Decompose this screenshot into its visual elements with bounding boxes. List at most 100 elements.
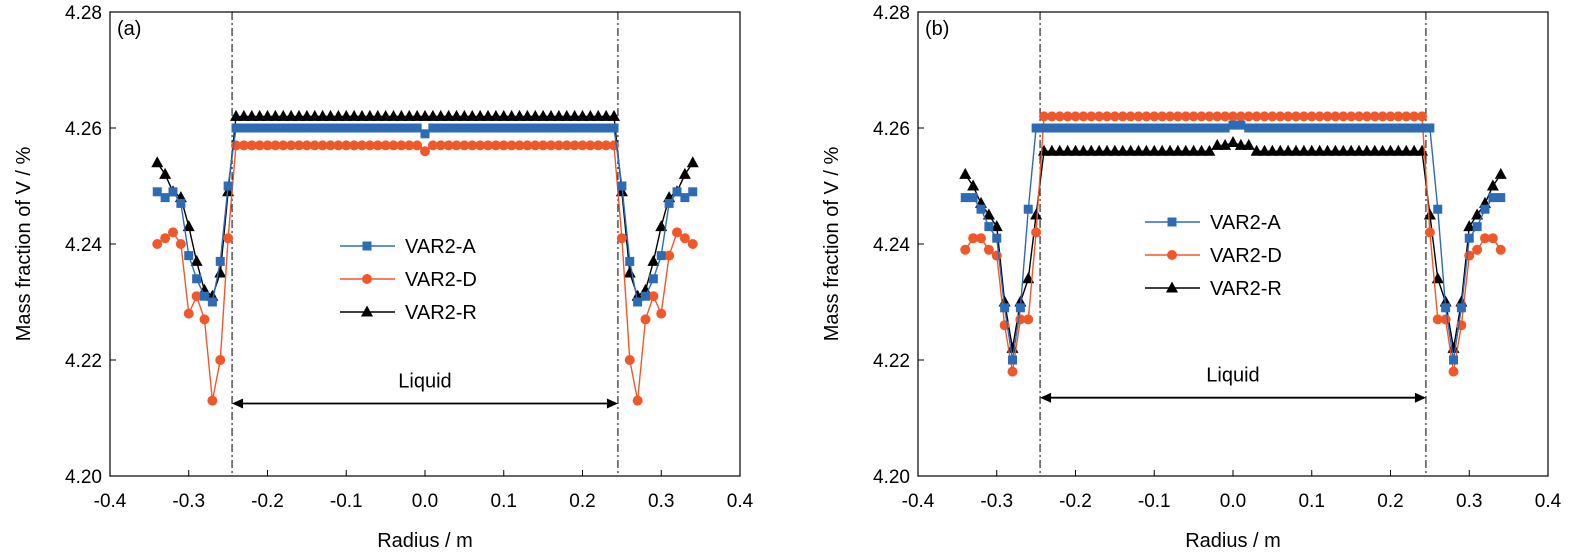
- data-point: [412, 123, 422, 133]
- data-point: [623, 266, 636, 278]
- data-point: [443, 140, 454, 151]
- data-point: [317, 140, 328, 151]
- data-point: [427, 140, 438, 151]
- data-point: [1094, 123, 1104, 133]
- data-point: [1353, 144, 1365, 156]
- data-point: [380, 140, 391, 151]
- data-point: [552, 109, 565, 121]
- data-point: [1267, 111, 1278, 122]
- data-point: [404, 123, 414, 133]
- data-point: [624, 355, 635, 365]
- x-tick-label: 0.2: [569, 491, 595, 512]
- data-point: [341, 123, 351, 133]
- data-point: [261, 109, 274, 121]
- data-point: [1282, 144, 1295, 156]
- data-point: [1211, 138, 1224, 150]
- data-point: [1197, 123, 1206, 133]
- y-tick-label: 4.24: [65, 235, 102, 256]
- data-point: [1116, 144, 1129, 156]
- data-point: [1134, 123, 1143, 133]
- data-point: [293, 109, 305, 121]
- data-point: [1008, 355, 1017, 365]
- data-point: [341, 140, 352, 151]
- data-point: [1132, 144, 1145, 156]
- data-point: [1354, 123, 1364, 133]
- data-point: [1117, 111, 1128, 122]
- liquid-arrow-head-left: [232, 398, 244, 409]
- data-point: [246, 140, 257, 151]
- data-point: [1172, 111, 1183, 122]
- data-point: [569, 140, 580, 151]
- data-point: [1495, 244, 1506, 255]
- data-point: [160, 193, 170, 203]
- data-point: [325, 140, 336, 151]
- data-point: [1070, 111, 1081, 122]
- data-point: [1078, 123, 1088, 133]
- data-point: [1283, 111, 1294, 122]
- data-point: [403, 109, 416, 121]
- data-point: [1472, 222, 1482, 232]
- data-point: [482, 109, 494, 121]
- x-tick-label: 0.4: [1535, 491, 1562, 512]
- data-point: [584, 109, 597, 121]
- data-point: [601, 140, 612, 151]
- data-point: [404, 140, 415, 151]
- data-point: [1204, 123, 1214, 133]
- data-point: [160, 233, 171, 244]
- data-point: [357, 140, 367, 151]
- data-point: [277, 109, 290, 121]
- data-point: [1345, 144, 1358, 156]
- data-point: [1141, 123, 1151, 133]
- data-point: [968, 233, 979, 244]
- data-point: [1250, 144, 1263, 156]
- data-point: [269, 109, 282, 121]
- data-point: [1275, 111, 1286, 122]
- data-point: [1298, 111, 1309, 122]
- data-point: [1385, 111, 1396, 122]
- data-point: [538, 140, 549, 151]
- data-point: [1071, 123, 1080, 133]
- data-point: [1165, 111, 1175, 122]
- data-point: [1401, 123, 1411, 133]
- data-point: [1187, 144, 1200, 156]
- data-point: [349, 140, 360, 151]
- legend: VAR2-A VAR2-D VAR2-R: [1145, 212, 1282, 300]
- data-point: [968, 193, 978, 203]
- data-point: [1305, 144, 1318, 156]
- data-point: [215, 355, 226, 365]
- data-point: [253, 109, 266, 121]
- data-point: [365, 123, 375, 133]
- data-point: [960, 244, 971, 255]
- x-tick-label: 0.2: [1377, 491, 1403, 512]
- data-point: [467, 123, 477, 133]
- data-point: [1494, 167, 1507, 179]
- data-point: [1228, 111, 1238, 122]
- data-point: [428, 123, 438, 133]
- x-axis-title: Radius / m: [1185, 530, 1281, 552]
- data-point: [333, 140, 344, 151]
- data-point: [1401, 111, 1412, 122]
- x-tick-label: 0.0: [1220, 491, 1246, 512]
- liquid-label: Liquid: [398, 371, 451, 393]
- data-point: [672, 187, 682, 197]
- data-point: [459, 123, 469, 133]
- data-point: [1330, 111, 1341, 122]
- data-point: [458, 109, 471, 121]
- data-point: [976, 204, 986, 214]
- y-axis-title: Mass fraction of V / %: [13, 147, 35, 342]
- data-point: [1321, 144, 1334, 156]
- data-point: [672, 227, 682, 238]
- data-point: [349, 123, 359, 133]
- data-point: [664, 250, 675, 261]
- data-point: [1306, 111, 1317, 122]
- data-point: [200, 291, 209, 301]
- plot-frame: [917, 11, 1549, 477]
- data-point: [506, 140, 517, 151]
- data-point: [1141, 111, 1152, 122]
- data-point: [223, 181, 233, 191]
- data-point: [1409, 111, 1420, 122]
- legend-label: VAR2-D: [405, 269, 477, 291]
- data-point: [332, 109, 345, 121]
- data-point: [1157, 123, 1167, 133]
- data-point: [1156, 144, 1169, 156]
